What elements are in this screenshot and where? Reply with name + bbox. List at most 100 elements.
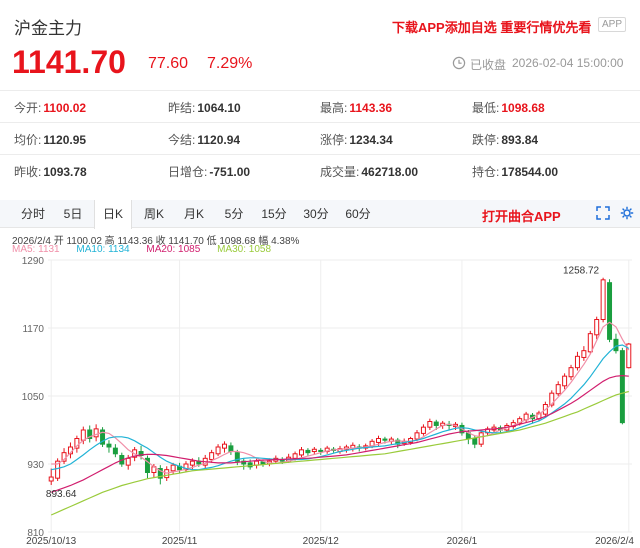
candle-body xyxy=(427,421,433,428)
stat-open-interest: 持仓: 178544.00 xyxy=(472,165,559,179)
candle-body xyxy=(568,367,574,378)
stat-prev-settle: 昨结: 1064.10 xyxy=(168,101,241,115)
x-tick-label: 2025/11 xyxy=(162,536,198,547)
candle-body xyxy=(562,375,568,387)
ma10-legend: MA10: 1134 xyxy=(76,244,130,255)
y-tick-label: 930 xyxy=(27,460,44,471)
instrument-name: 沪金主力 xyxy=(14,19,82,38)
candle-body xyxy=(478,432,484,445)
x-tick-label: 2026/2/4 xyxy=(595,536,634,547)
ma-line-ma10 xyxy=(51,344,630,471)
open-app-link[interactable]: 打开曲合APP xyxy=(482,209,561,224)
candle-body xyxy=(607,282,613,340)
x-tick-label: 2025/12 xyxy=(303,536,340,547)
stats-row: 昨收: 1093.78 日增仓: -751.00 成交量: 462718.00 持仓:… xyxy=(0,154,640,186)
candle-body xyxy=(228,445,234,453)
clock-icon xyxy=(452,56,466,70)
candle-body xyxy=(600,279,606,321)
candle-body xyxy=(234,452,240,462)
candle-body xyxy=(305,449,311,454)
candle-body xyxy=(292,453,298,459)
stat-limit-down: 跌停: 893.84 xyxy=(472,133,539,147)
candle-body xyxy=(106,443,112,448)
candle-body xyxy=(382,438,388,441)
tab-daily-k[interactable]: 日K xyxy=(94,200,132,229)
quote-header: 沪金主力 下载APP添加自选 重要行情优先看 APP 1141.70 77.60… xyxy=(0,0,640,90)
tab-30min[interactable]: 30分 xyxy=(303,207,329,221)
download-app-link[interactable]: 下载APP添加自选 重要行情优先看 xyxy=(392,20,592,35)
candle-body xyxy=(221,443,227,449)
stats-row: 均价: 1120.95 今结: 1120.94 涨停: 1234.34 跌停: 893.… xyxy=(0,122,640,154)
ma5-legend: MA5: 1131 xyxy=(12,244,60,255)
y-tick-label: 1050 xyxy=(22,392,45,403)
candle-body xyxy=(215,446,221,455)
settings-icon[interactable] xyxy=(620,206,634,220)
ma-line-ma5 xyxy=(51,321,630,474)
candle-body xyxy=(581,350,587,358)
candle-body xyxy=(433,421,439,426)
candle-body xyxy=(189,460,195,466)
tab-5day[interactable]: 5日 xyxy=(63,207,83,221)
ma-lines xyxy=(50,321,630,516)
stat-low: 最低: 1098.68 xyxy=(472,101,545,115)
stat-average: 均价: 1120.95 xyxy=(14,133,87,147)
stat-high: 最高: 1143.36 xyxy=(320,101,393,115)
candle-body xyxy=(74,438,80,449)
market-status: 已收盘 xyxy=(470,58,507,72)
price-change: 77.60 xyxy=(148,55,189,72)
candle-body xyxy=(209,452,215,460)
chart-grid xyxy=(48,259,632,533)
candle-body xyxy=(376,438,381,443)
candle-body xyxy=(472,438,478,445)
candle-group xyxy=(48,277,632,485)
tab-weekly-k[interactable]: 周K xyxy=(143,207,164,221)
stats-row: 今开: 1100.02 昨结: 1064.10 最高: 1143.36 最低: 1098… xyxy=(0,90,640,122)
tab-monthly-k[interactable]: 月K xyxy=(183,207,204,221)
candle-body xyxy=(318,449,324,453)
ma-line-ma20 xyxy=(51,374,629,493)
y-tick-label: 810 xyxy=(27,528,44,539)
x-tick-label: 2025/10/13 xyxy=(26,536,76,547)
tab-5min[interactable]: 5分 xyxy=(224,207,244,221)
y-tick-label: 1290 xyxy=(22,256,45,267)
candle-body xyxy=(626,343,632,369)
candle-body xyxy=(93,428,99,438)
candle-body xyxy=(87,429,93,439)
candle-body xyxy=(100,429,106,445)
candle-body xyxy=(549,392,555,406)
y-tick-label: 1170 xyxy=(22,324,44,335)
candle-body xyxy=(48,476,54,482)
tab-15min[interactable]: 15分 xyxy=(261,207,287,221)
tab-60min[interactable]: 60分 xyxy=(345,207,371,221)
period-tabs: 分时 5日 日K 周K 月K 5分 15分 30分 60分 打开曲合APP xyxy=(0,200,640,229)
candle-body xyxy=(112,447,118,455)
candle-body xyxy=(55,460,61,479)
candle-body xyxy=(594,319,600,336)
low-annotation: 893.64 xyxy=(46,489,77,500)
fullscreen-icon[interactable] xyxy=(596,206,610,220)
stat-prev-close: 昨收: 1093.78 xyxy=(14,165,87,179)
candle-body xyxy=(574,355,580,369)
x-tick-label: 2026/1 xyxy=(447,536,478,547)
stat-open: 今开: 1100.02 xyxy=(14,101,87,115)
ma-legend: MA5: 1131 MA10: 1134 MA20: 1085 MA30: 10… xyxy=(12,244,285,255)
candle-body xyxy=(311,448,317,453)
quote-time: 2026-02-04 15:00:00 xyxy=(512,56,624,70)
ma30-legend: MA30: 1058 xyxy=(217,244,272,255)
app-badge[interactable]: APP xyxy=(598,17,627,32)
last-price: 1141.70 xyxy=(12,44,126,80)
stat-volume: 成交量: 462718.00 xyxy=(320,165,419,179)
candle-info-line: 2026/2/4 开 1100.02 高 1143.36 收 1141.70 低… xyxy=(12,236,300,247)
ma20-legend: MA20: 1085 xyxy=(146,244,201,255)
tab-intraday[interactable]: 分时 xyxy=(20,207,45,221)
candle-body xyxy=(619,350,625,424)
candle-body xyxy=(80,429,86,441)
price-change-percent: 7.29% xyxy=(207,55,253,72)
candle-body xyxy=(125,457,131,466)
ma-line-ma30 xyxy=(50,390,629,516)
high-annotation: 1258.72 xyxy=(563,266,600,277)
candle-body xyxy=(144,457,150,473)
candle-body xyxy=(587,333,593,353)
